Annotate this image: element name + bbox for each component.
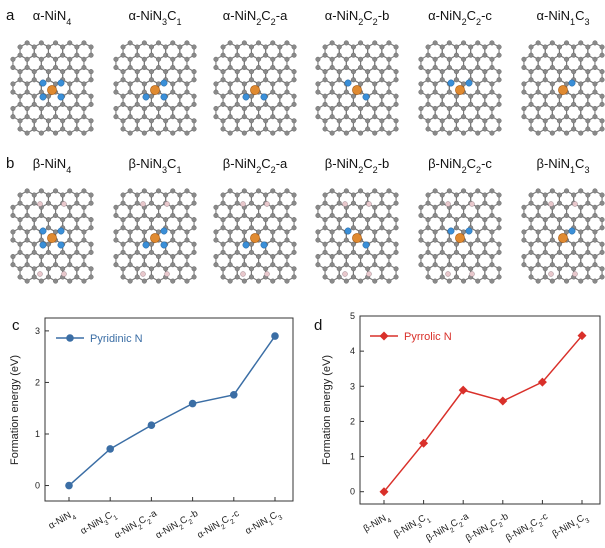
x-tick-label: α-NiN1C3 xyxy=(243,508,284,539)
series-line xyxy=(383,335,583,493)
x-tick-label: α-NiN2C2-a xyxy=(112,508,160,544)
data-point xyxy=(577,331,587,341)
legend-marker xyxy=(66,334,74,342)
data-point xyxy=(271,332,279,340)
panel-a: a α-NiN4 α-NiN3C1 α-NiN2C2-a α-NiN2C2-b α-Ni… xyxy=(6,7,605,136)
nickel-atom xyxy=(150,85,160,95)
y-tick-label: 3 xyxy=(35,326,40,336)
structure-a-3 xyxy=(213,40,297,136)
nickel-atom xyxy=(352,233,362,243)
structure-a-1 xyxy=(10,40,94,136)
structure-title: α-NiN1C3 xyxy=(536,8,589,27)
structure-title: α-NiN4 xyxy=(33,8,72,27)
nickel-atom xyxy=(150,233,160,243)
data-point xyxy=(498,396,508,406)
legend-marker xyxy=(379,331,389,341)
chart-d-frame xyxy=(359,315,601,505)
x-tick-label: α-NiN2C2-b xyxy=(154,508,202,543)
structure-b-4 xyxy=(315,188,399,284)
structure-title: α-NiN2C2-a xyxy=(223,8,288,27)
structure-title: α-NiN2C2-c xyxy=(428,8,492,27)
panel-c-label: c xyxy=(12,317,20,334)
nickel-atom xyxy=(455,233,465,243)
nickel-atom xyxy=(352,85,362,95)
y-tick-label: 3 xyxy=(350,381,355,391)
structure-b-6 xyxy=(521,188,605,284)
chart-d: d Formation energy (eV) Pyrrolic N 0 1 2 3 4… xyxy=(314,311,601,547)
structure-title: β-NiN4 xyxy=(33,156,72,175)
x-tick-label: β-NiN2C2-c xyxy=(504,511,551,546)
structure-b-3 xyxy=(213,188,297,284)
data-point xyxy=(230,391,238,399)
data-point xyxy=(537,377,547,387)
data-point xyxy=(419,438,429,448)
data-point xyxy=(379,487,389,497)
structure-title: β-NiN2C2-a xyxy=(223,156,288,175)
nickel-atom xyxy=(250,85,260,95)
nickel-atom xyxy=(558,85,568,95)
nickel-atom xyxy=(558,233,568,243)
x-tick-label: α-NiN4 xyxy=(47,508,78,534)
legend-label: Pyridinic N xyxy=(90,333,143,345)
panel-b-label: b xyxy=(6,155,14,172)
structure-b-2 xyxy=(113,188,197,284)
structure-title: β-NiN1C3 xyxy=(537,156,590,175)
nickel-atom xyxy=(47,85,57,95)
structure-a-6 xyxy=(521,40,605,136)
y-tick-label: 1 xyxy=(35,429,40,439)
y-tick-label: 1 xyxy=(350,452,355,462)
chart-c: c Formation energy (eV) Pyridinic N 0 1 2 3… xyxy=(9,317,294,544)
chart-d-ylabel: Formation energy (eV) xyxy=(321,355,333,465)
chart-c-frame xyxy=(44,317,294,502)
x-tick-label: α-NiN2C2-c xyxy=(195,508,242,543)
data-point xyxy=(106,445,114,453)
y-tick-label: 4 xyxy=(350,346,355,356)
x-tick-label: β-NiN4 xyxy=(362,511,393,537)
y-tick-label: 0 xyxy=(350,487,355,497)
structure-a-2 xyxy=(113,40,197,136)
legend-label: Pyrrolic N xyxy=(404,331,452,343)
structure-a-4 xyxy=(315,40,399,136)
series-line xyxy=(68,335,276,487)
y-tick-label: 5 xyxy=(350,311,355,321)
data-point xyxy=(458,385,468,395)
panel-d-label: d xyxy=(314,317,322,334)
structure-title: β-NiN3C1 xyxy=(129,156,182,175)
panel-b: b β-NiN4 β-NiN3C1 β-NiN2C2-a β-NiN2C2-b β-Ni… xyxy=(6,155,605,284)
data-point xyxy=(147,421,156,430)
structure-title: α-NiN2C2-b xyxy=(325,8,390,27)
structure-b-5 xyxy=(418,188,502,284)
nickel-atom xyxy=(455,85,465,95)
y-tick-label: 0 xyxy=(35,481,40,491)
chart-c-legend: Pyridinic N xyxy=(56,333,143,345)
structure-b-1 xyxy=(10,188,94,284)
chart-c-ylabel: Formation energy (eV) xyxy=(9,355,21,465)
y-tick-label: 2 xyxy=(350,416,355,426)
chart-d-legend: Pyrrolic N xyxy=(370,331,452,343)
x-tick-label: β-NiN2C2-b xyxy=(464,511,512,546)
nickel-atom xyxy=(250,233,260,243)
structure-title: β-NiN2C2-b xyxy=(325,156,390,175)
structure-title: β-NiN2C2-c xyxy=(428,156,492,175)
nickel-atom xyxy=(47,233,57,243)
structure-title: α-NiN3C1 xyxy=(128,8,181,27)
data-point xyxy=(65,481,73,490)
x-tick-label: β-NiN1C3 xyxy=(550,511,591,542)
x-tick-label: β-NiN2C2-a xyxy=(424,511,472,547)
structure-a-5 xyxy=(418,40,502,136)
y-tick-label: 2 xyxy=(35,377,40,387)
panel-a-label: a xyxy=(6,7,15,24)
data-point xyxy=(188,399,197,408)
